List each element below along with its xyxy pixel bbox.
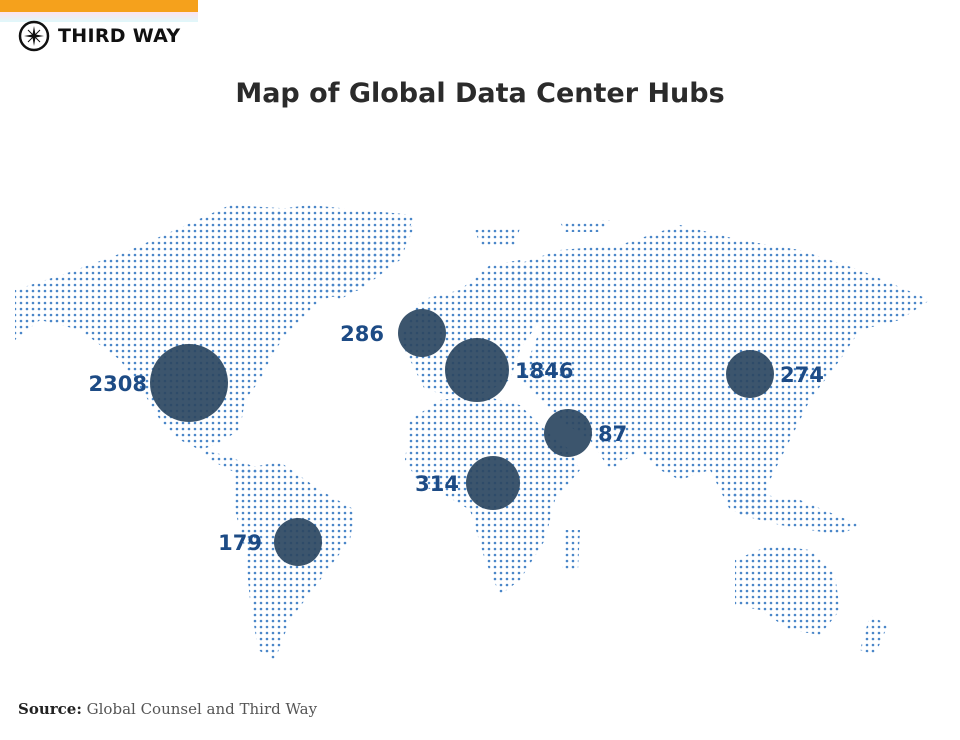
hub-bubble — [544, 409, 592, 457]
arctic-islands — [475, 220, 610, 245]
source-note: Source: Global Counsel and Third Way — [18, 700, 317, 718]
accent-bar — [0, 0, 198, 12]
brand-name: THIRD WAY — [58, 25, 181, 47]
hub-bubble — [466, 456, 520, 510]
hub-value-label: 286 — [340, 322, 384, 346]
hub-value-label: 2308 — [89, 372, 147, 396]
hub-bubble — [150, 344, 228, 422]
new-zealand — [860, 615, 888, 655]
third-way-logo[interactable]: THIRD WAY — [18, 20, 180, 52]
hub-value-label: 314 — [415, 472, 459, 496]
hub-value-label: 1846 — [515, 359, 573, 383]
hub-value-label: 87 — [598, 422, 627, 446]
madagascar — [562, 530, 580, 572]
hub-bubble — [445, 338, 509, 402]
hub-value-label: 179 — [218, 531, 262, 555]
greenland — [270, 205, 415, 300]
source-text: Global Counsel and Third Way — [86, 700, 318, 718]
hub-bubble — [274, 518, 322, 566]
hub-bubble — [398, 309, 446, 357]
accent-bar-gradient — [0, 12, 198, 22]
continents — [15, 205, 930, 660]
compass-icon — [18, 20, 50, 52]
hub-value-label: 274 — [780, 363, 824, 387]
hub-bubble — [726, 350, 774, 398]
southeast-asia-islands — [730, 490, 860, 535]
europe — [400, 260, 550, 395]
map-title: Map of Global Data Center Hubs — [235, 78, 725, 109]
australia — [735, 545, 840, 635]
source-label: Source: — [18, 700, 82, 718]
asia — [500, 225, 930, 520]
